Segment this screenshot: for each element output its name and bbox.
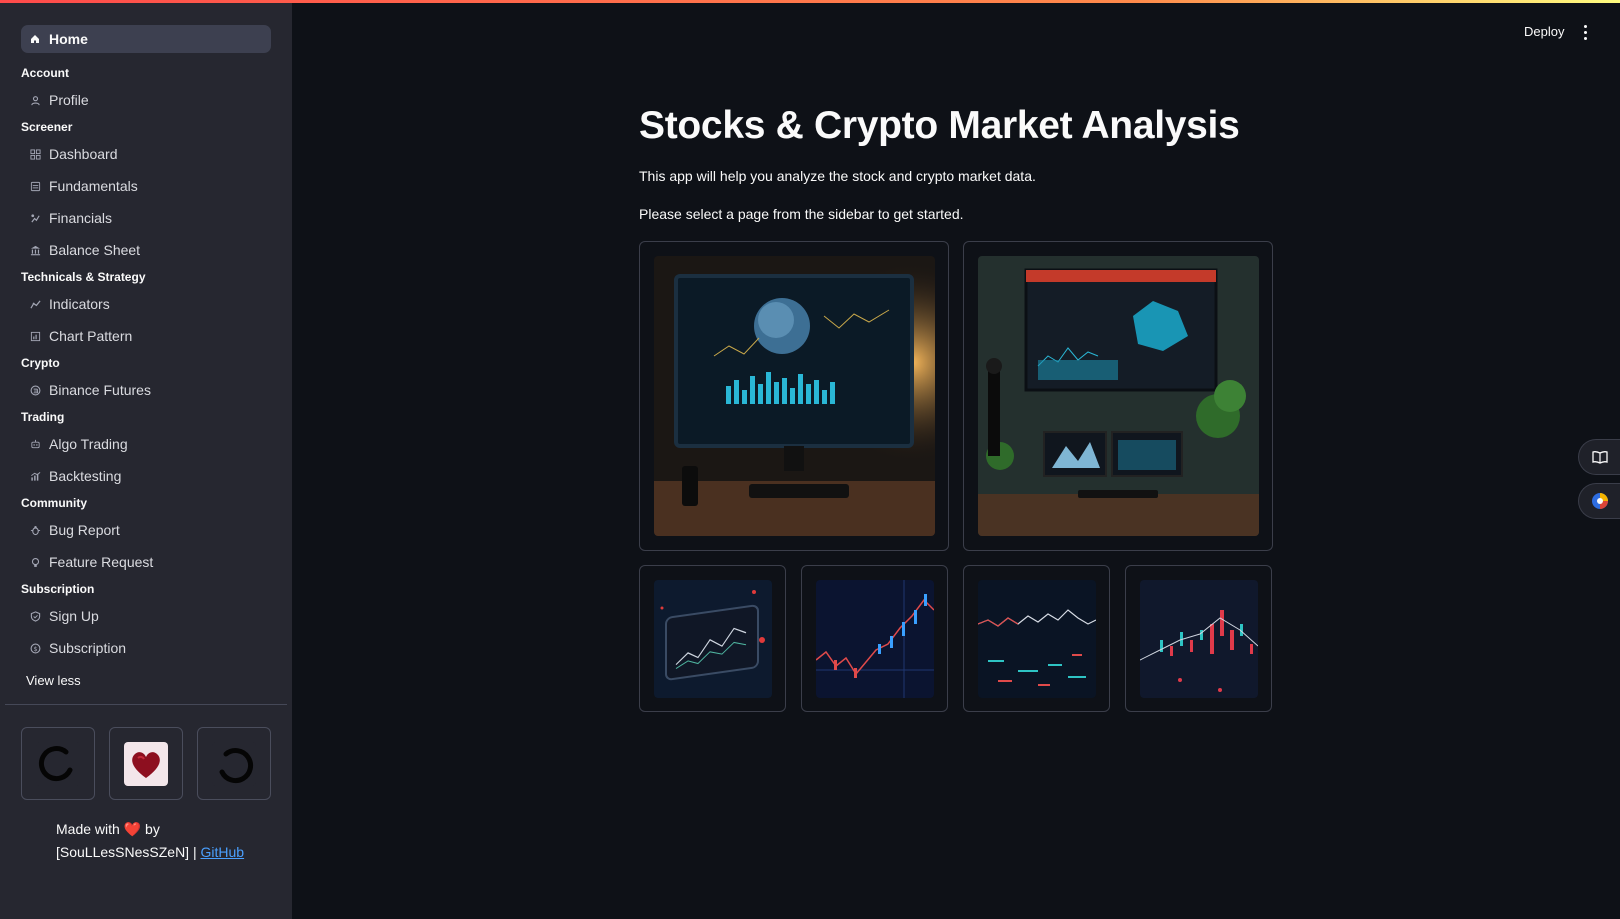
image-card-trading-desk [639,241,949,551]
candlestick-blue-image [816,580,934,698]
sidebar-item-algo-trading[interactable]: Algo Trading [21,428,271,460]
section-title: Account [21,66,69,80]
home-icon [29,33,41,45]
sidebar-divider [5,704,287,705]
bug-icon [29,524,41,536]
section-title: Community [21,496,87,510]
indicator-icon [29,298,41,310]
side-widget [1578,439,1620,527]
sidebar-item-binance-futures[interactable]: Binance Futures [21,374,271,406]
tablet-chart-image [654,580,772,698]
section-title: Technicals & Strategy [21,270,146,284]
instruction-text: Please select a page from the sidebar to… [639,206,964,222]
intro-text: This app will help you analyze the stock… [639,168,1036,184]
github-link[interactable]: GitHub [200,844,245,860]
market-ticker-image [978,580,1096,698]
sidebar-section-trading: Trading Algo Trading Backtesting [21,406,271,492]
section-title: Subscription [21,582,95,596]
section-title: Trading [21,410,65,424]
ledger-icon [29,180,41,192]
sidebar-item-label: Subscription [49,640,127,656]
sidebar-item-label: Sign Up [49,608,99,624]
sidebar-item-label: Algo Trading [49,436,128,452]
sidebar-item-financials[interactable]: Financials [21,202,271,234]
backtest-icon [29,470,41,482]
sidebar-item-profile[interactable]: Profile [21,84,271,116]
sidebar-section-crypto: Crypto Binance Futures [21,352,271,406]
sidebar-item-label: Chart Pattern [49,328,133,344]
sidebar-item-label: Home [49,31,88,47]
sidebar-item-label: Feature Request [49,554,154,570]
person-icon [29,94,41,106]
sidebar-item-feature-request[interactable]: Feature Request [21,546,271,578]
image-card-candlestick-red [1125,565,1272,712]
sidebar: Home Account Profile Screener Dashboard [0,0,292,919]
sidebar-item-home[interactable]: Home [21,25,271,53]
heart-icon: ❤️ [123,821,142,837]
dollar-icon: $ [29,642,41,654]
top-decoration-bar [0,0,1620,3]
bank-icon [29,244,41,256]
sidebar-section-account: Account Profile [21,62,271,116]
sidebar-section-technicals: Technicals & Strategy Indicators Chart P… [21,266,271,352]
thumbnail-enso-dark[interactable] [21,727,95,800]
sidebar-item-label: Dashboard [49,146,118,162]
sidebar-item-fundamentals[interactable]: Fundamentals [21,170,271,202]
sidebar-thumbnails [0,705,292,800]
sidebar-section-community: Community Bug Report Feature Request [21,492,271,578]
footer-author: [SouLLesSNesSZeN] | [56,844,197,860]
trading-desk-image [654,256,935,536]
page-title: Stocks & Crypto Market Analysis [639,104,1240,147]
lightbulb-icon [29,556,41,568]
section-title: Crypto [21,356,60,370]
candlestick-red-image [1140,580,1258,698]
sidebar-section-screener: Screener Dashboard Fundamentals Financia… [21,116,271,266]
dashboard-icon [29,148,41,160]
enso-circle-icon [36,741,80,786]
section-title: Screener [21,120,73,134]
footer-made-with: Made with [56,821,120,837]
robot-icon [29,438,41,450]
sidebar-item-label: Fundamentals [49,178,138,194]
sidebar-item-sign-up[interactable]: Sign Up [21,600,271,632]
sidebar-section-subscription: Subscription Sign Up $ Subscription [21,578,271,664]
sidebar-item-label: Financials [49,210,113,226]
sidebar-item-subscription[interactable]: $ Subscription [21,632,271,664]
image-card-trading-room [963,241,1273,551]
sidebar-item-dashboard[interactable]: Dashboard [21,138,271,170]
deploy-button[interactable]: Deploy [1524,24,1565,39]
enso-ring-icon [212,741,256,786]
sidebar-item-balance-sheet[interactable]: Balance Sheet [21,234,271,266]
sidebar-item-chart-pattern[interactable]: Chart Pattern [21,320,271,352]
view-less-button[interactable]: View less [26,673,81,688]
image-card-candlestick-blue [801,565,948,712]
sidebar-item-bug-report[interactable]: Bug Report [21,514,271,546]
coin-icon [29,384,41,396]
trading-room-image [978,256,1259,536]
sidebar-item-label: Profile [49,92,89,108]
main-menu-icon[interactable] [1580,22,1590,42]
thumbnail-enso-outline[interactable] [197,727,271,800]
sidebar-footer: Made with ❤️ by [SouLLesSNesSZeN] | GitH… [0,818,292,864]
finance-icon [29,212,41,224]
sidebar-item-backtesting[interactable]: Backtesting [21,460,271,492]
sidebar-item-label: Backtesting [49,468,122,484]
sidebar-item-label: Binance Futures [49,382,151,398]
footer-by: by [145,821,160,837]
sidebar-nav: Home Account Profile Screener Dashboard [0,25,292,696]
svg-text:$: $ [33,644,37,652]
heart-image-icon [124,741,168,786]
shield-icon [29,610,41,622]
thumbnail-heart[interactable] [109,727,183,800]
image-card-tablet-chart [639,565,786,712]
book-icon[interactable] [1578,439,1620,475]
sidebar-item-label: Balance Sheet [49,242,141,258]
chart-icon [29,330,41,342]
colorful-globe-icon[interactable] [1578,483,1620,519]
image-card-market-ticker [963,565,1110,712]
sidebar-item-label: Bug Report [49,522,120,538]
sidebar-item-label: Indicators [49,296,110,312]
sidebar-item-indicators[interactable]: Indicators [21,288,271,320]
